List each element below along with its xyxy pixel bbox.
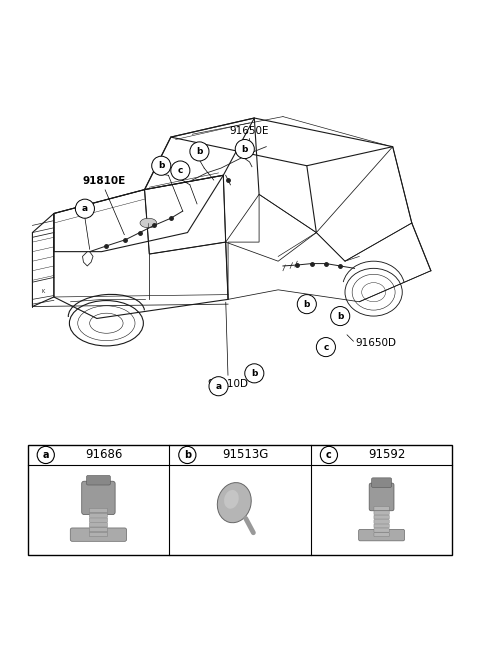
- Text: a: a: [216, 382, 222, 391]
- Ellipse shape: [140, 218, 157, 228]
- Text: b: b: [337, 312, 343, 321]
- Text: b: b: [251, 369, 257, 378]
- Text: K: K: [42, 289, 45, 295]
- Circle shape: [179, 446, 196, 464]
- Text: b: b: [304, 300, 310, 308]
- Text: 91650D: 91650D: [356, 338, 396, 348]
- FancyBboxPatch shape: [89, 532, 108, 537]
- Text: b: b: [196, 147, 203, 156]
- Ellipse shape: [217, 483, 251, 523]
- FancyBboxPatch shape: [89, 508, 108, 513]
- FancyBboxPatch shape: [89, 523, 108, 527]
- FancyBboxPatch shape: [70, 528, 127, 541]
- FancyBboxPatch shape: [89, 513, 108, 518]
- Circle shape: [320, 446, 337, 464]
- Text: c: c: [326, 450, 332, 460]
- Circle shape: [75, 199, 95, 218]
- Ellipse shape: [224, 490, 239, 508]
- FancyBboxPatch shape: [372, 478, 392, 487]
- FancyBboxPatch shape: [374, 511, 389, 515]
- FancyBboxPatch shape: [374, 515, 389, 519]
- FancyBboxPatch shape: [369, 483, 394, 511]
- Text: 91592: 91592: [369, 449, 406, 461]
- Text: b: b: [158, 161, 165, 171]
- Circle shape: [152, 156, 171, 175]
- FancyBboxPatch shape: [28, 445, 452, 555]
- Text: c: c: [178, 166, 183, 175]
- Circle shape: [209, 377, 228, 396]
- Circle shape: [171, 161, 190, 180]
- FancyBboxPatch shape: [374, 533, 389, 537]
- FancyBboxPatch shape: [374, 520, 389, 523]
- FancyBboxPatch shape: [89, 527, 108, 532]
- FancyBboxPatch shape: [374, 506, 389, 510]
- Text: b: b: [241, 144, 248, 154]
- Circle shape: [37, 446, 54, 464]
- FancyBboxPatch shape: [374, 524, 389, 528]
- Circle shape: [316, 338, 336, 357]
- Text: c: c: [323, 342, 329, 352]
- Circle shape: [297, 295, 316, 314]
- Circle shape: [331, 306, 350, 325]
- Circle shape: [190, 142, 209, 161]
- FancyBboxPatch shape: [89, 518, 108, 522]
- Circle shape: [245, 364, 264, 383]
- FancyBboxPatch shape: [359, 529, 405, 541]
- FancyBboxPatch shape: [374, 528, 389, 532]
- Text: 91686: 91686: [85, 449, 123, 461]
- Text: 91810E: 91810E: [83, 176, 126, 186]
- FancyBboxPatch shape: [82, 482, 115, 514]
- Text: 91650E: 91650E: [230, 126, 269, 136]
- Text: 91513G: 91513G: [223, 449, 269, 461]
- Text: b: b: [184, 450, 191, 460]
- Text: 91810D: 91810D: [207, 379, 249, 389]
- Text: a: a: [43, 450, 49, 460]
- Text: a: a: [82, 204, 88, 213]
- FancyBboxPatch shape: [86, 476, 110, 485]
- Circle shape: [235, 140, 254, 159]
